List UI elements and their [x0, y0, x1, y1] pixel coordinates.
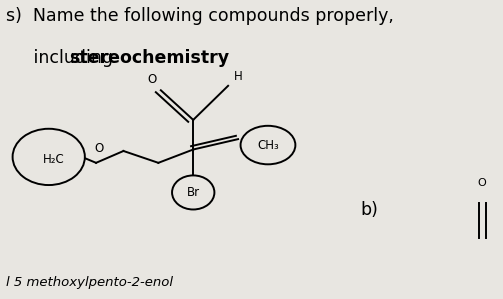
Text: l 5 methoxylpento-2-enol: l 5 methoxylpento-2-enol: [7, 276, 174, 289]
Text: including: including: [7, 49, 119, 67]
Text: s)  Name the following compounds properly,: s) Name the following compounds properly…: [7, 7, 394, 25]
Text: CH₃: CH₃: [257, 138, 279, 152]
Ellipse shape: [13, 129, 85, 185]
Text: b): b): [360, 201, 378, 219]
Text: O: O: [94, 142, 103, 155]
Text: O: O: [147, 73, 156, 86]
Text: H: H: [234, 70, 242, 83]
Text: O: O: [478, 178, 486, 188]
Ellipse shape: [172, 176, 214, 210]
Ellipse shape: [240, 126, 295, 164]
Text: Br: Br: [187, 186, 200, 199]
Text: H₂C: H₂C: [43, 153, 64, 166]
Text: stereochemistry: stereochemistry: [68, 49, 229, 67]
